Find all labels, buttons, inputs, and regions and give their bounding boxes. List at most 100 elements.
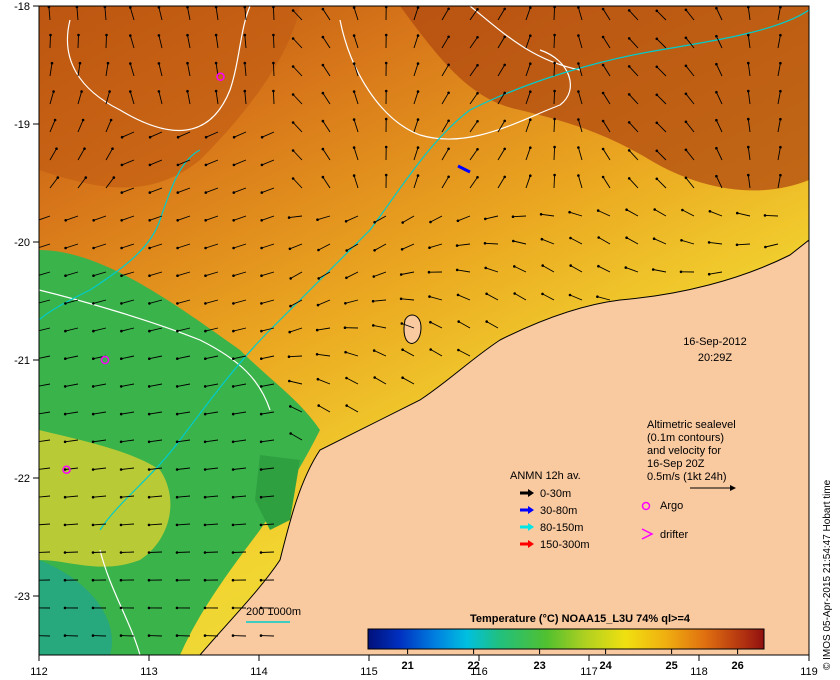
velocity-arrow-head (429, 320, 432, 324)
velocity-arrow (628, 10, 639, 21)
velocity-arrow (76, 6, 79, 21)
velocity-arrow-head (148, 246, 151, 250)
velocity-arrow (149, 495, 163, 498)
velocity-arrow-head (147, 440, 151, 444)
velocity-arrow-head (119, 440, 123, 444)
velocity-arrow (205, 327, 219, 332)
velocity-arrow (374, 243, 387, 251)
velocity-arrow (158, 7, 163, 21)
velocity-arrow (261, 131, 275, 138)
velocity-arrow (121, 383, 135, 387)
velocity-arrow-head (503, 35, 507, 39)
velocity-arrow-head (384, 33, 388, 37)
velocity-arrow-head (148, 163, 152, 167)
velocity-arrow (92, 551, 107, 553)
velocity-arrow-head (529, 174, 532, 177)
velocity-arrow-head (91, 606, 95, 610)
velocity-arrow-head (204, 246, 207, 250)
sealevel-contour (469, 6, 581, 71)
velocity-arrow-head (287, 216, 291, 219)
velocity-arrow (158, 91, 163, 105)
anmn-legend-arrowhead (528, 506, 534, 514)
velocity-arrow-head (175, 606, 179, 610)
velocity-arrow-head (416, 146, 420, 149)
velocity-arrow (628, 94, 639, 105)
velocity-arrow-head (232, 329, 235, 333)
velocity-arrow-head (568, 293, 572, 297)
argo-float-marker (216, 72, 225, 82)
velocity-arrow (65, 355, 79, 360)
velocity-arrow-head (476, 8, 479, 11)
velocity-arrow (457, 215, 471, 222)
velocity-arrow (777, 91, 781, 105)
velocity-arrow (497, 8, 506, 21)
velocity-arrow (374, 350, 387, 357)
velocity-arrow (121, 299, 135, 304)
velocity-arrow-head (231, 523, 235, 527)
velocity-arrow-head (779, 89, 782, 93)
velocity-arrow-head (203, 495, 207, 499)
lon-tick-label: 119 (800, 666, 818, 678)
velocity-arrow (292, 94, 303, 105)
velocity-arrow-head (457, 320, 461, 323)
velocity-arrow-head (81, 118, 85, 122)
velocity-arrow (413, 35, 419, 49)
velocity-arrow (105, 63, 109, 77)
velocity-arrow-head (401, 221, 405, 224)
anmn-legend-title: ANMN 12h av. (510, 470, 581, 482)
velocity-arrow (541, 213, 555, 217)
velocity-arrow (272, 34, 275, 49)
velocity-arrow (736, 243, 751, 246)
velocity-arrow (486, 293, 499, 301)
velocity-arrow-head (684, 176, 688, 180)
velocity-arrow-head (119, 523, 123, 527)
velocity-arrow (205, 131, 219, 138)
velocity-arrow (65, 411, 79, 415)
velocity-arrow-head (503, 7, 507, 11)
anmn-mooring-arrow (457, 164, 471, 174)
velocity-arrow (149, 131, 163, 138)
velocity-arrow-head (529, 34, 532, 37)
velocity-arrow-head (147, 551, 151, 554)
velocity-arrow-head (157, 90, 161, 93)
velocity-arrow (656, 10, 667, 21)
sealevel-contour (99, 549, 141, 655)
velocity-arrow (205, 467, 219, 470)
velocity-arrow-head (231, 385, 235, 388)
velocity-arrow (292, 122, 303, 133)
velocity-arrow-head (596, 295, 599, 299)
velocity-arrow-head (655, 149, 659, 153)
lon-axis: 112 113 114 115 116 117 118 119 (30, 655, 818, 678)
velocity-arrow (93, 215, 107, 221)
velocity-arrow-head (427, 270, 431, 274)
velocity-arrow (685, 37, 695, 49)
velocity-arrow (205, 243, 219, 249)
velocity-arrow-head (272, 33, 275, 37)
velocity-arrow (233, 467, 247, 470)
velocity-arrows (39, 6, 782, 637)
velocity-arrow-head (260, 357, 263, 361)
velocity-arrow-head (384, 61, 388, 65)
velocity-arrow (626, 237, 639, 245)
velocity-arrow-head (652, 237, 656, 240)
velocity-arrow-head (456, 293, 460, 297)
velocity-arrow-head (601, 147, 605, 151)
velocity-arrow-head (399, 273, 403, 276)
velocity-arrow-head (655, 65, 659, 69)
velocity-arrow-head (476, 92, 479, 95)
velocity-arrow (77, 34, 79, 49)
velocity-arrow (261, 159, 275, 166)
velocity-arrow (290, 299, 303, 307)
velocity-arrow-head (400, 322, 404, 325)
velocity-arrow-head (232, 302, 235, 305)
velocity-arrow-head (684, 92, 688, 96)
velocity-arrow (469, 121, 478, 133)
velocity-arrow (292, 38, 303, 49)
colorbar-title: Temperature (°C) NOAA15_L3U 74% ql>=4 (470, 613, 691, 625)
velocity-arrow-head (64, 219, 67, 222)
velocity-arrow (577, 63, 583, 77)
velocity-arrow-head (272, 6, 275, 9)
velocity-arrow (569, 294, 583, 301)
velocity-arrow (205, 187, 219, 194)
velocity-arrow-head (91, 385, 95, 388)
